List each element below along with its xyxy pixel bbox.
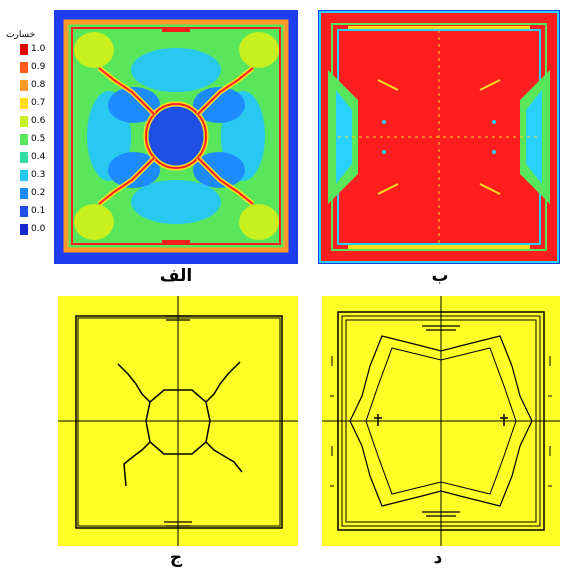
panel-a-damage-contour — [54, 10, 298, 264]
legend-swatch — [20, 224, 28, 235]
legend-tick-label: 0.5 — [31, 134, 46, 144]
caption-b: ب — [431, 266, 449, 286]
legend-swatch — [20, 170, 28, 181]
legend-swatch — [20, 44, 28, 55]
legend-swatch — [20, 80, 28, 91]
caption-d: د — [433, 548, 443, 568]
panel-c-crack-pattern — [58, 296, 298, 546]
legend-swatch — [20, 188, 28, 199]
legend-tick-label: 0.7 — [31, 98, 46, 108]
crack-pattern-d-image — [322, 296, 560, 546]
legend-swatch — [20, 152, 28, 163]
legend-tick-label: 0.4 — [31, 152, 46, 162]
damage-contour-a-image — [54, 10, 298, 264]
panel-b-damage-contour — [318, 10, 560, 264]
legend-tick-label: 0.3 — [31, 170, 46, 180]
caption-c: ج — [169, 548, 183, 568]
legend-tick-label: 0.6 — [31, 116, 46, 126]
legend-swatch — [20, 134, 28, 145]
legend-tick-label: 0.2 — [31, 188, 46, 198]
legend-title: خسارت — [6, 30, 36, 40]
legend-tick-label: 0.1 — [31, 206, 46, 216]
legend-swatch — [20, 62, 28, 73]
panel-d-crack-pattern — [322, 296, 560, 546]
legend-swatch — [20, 116, 28, 127]
damage-contour-b-image — [318, 10, 560, 264]
legend-tick-label: 0.9 — [31, 62, 46, 72]
legend-tick-label: 1.0 — [31, 44, 46, 54]
legend-swatch — [20, 98, 28, 109]
crack-pattern-c-image — [58, 296, 298, 546]
legend-swatch — [20, 206, 28, 217]
legend-tick-label: 0.8 — [31, 80, 46, 90]
damage-legend: خسارت 1.0 0.9 0.8 0.7 0.6 0.5 0.4 0.3 0.2 0.1 0.0 — [2, 30, 50, 245]
legend-tick-label: 0.0 — [31, 224, 46, 234]
caption-a: الف — [159, 266, 193, 286]
